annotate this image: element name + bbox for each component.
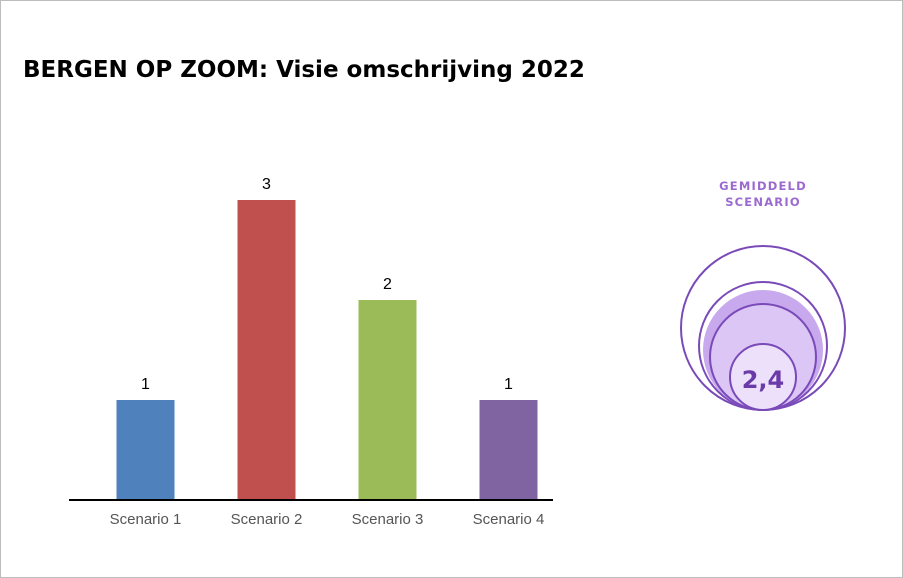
bar-value-label-2: 3 (262, 176, 271, 193)
bar-3 (358, 300, 417, 500)
bar-2 (237, 200, 296, 500)
category-label-1: Scenario 1 (110, 511, 182, 528)
page-title: BERGEN OP ZOOM: Visie omschrijving 2022 (23, 57, 585, 83)
badge-value: 2,4 (742, 366, 785, 394)
bar-labels: 1 Scenario 1 3 Scenario 2 2 Scenario 3 1 Scenar… (110, 176, 545, 528)
bar-value-label-3: 2 (383, 276, 392, 293)
bars (116, 200, 538, 500)
category-label-2: Scenario 2 (231, 511, 303, 528)
bar-value-label-1: 1 (141, 376, 150, 393)
badge-heading-line1: GEMIDDELD (719, 179, 807, 193)
bar-1 (116, 400, 175, 500)
badge-heading-line2: SCENARIO (725, 195, 801, 209)
category-label-3: Scenario 3 (352, 511, 424, 528)
category-label-4: Scenario 4 (473, 511, 545, 528)
bar-4 (479, 400, 538, 500)
badge-ring-inner (729, 343, 797, 411)
bar-value-label-4: 1 (504, 376, 513, 393)
average-scenario-badge: GEMIDDELD SCENARIO 2,4 (680, 179, 846, 411)
